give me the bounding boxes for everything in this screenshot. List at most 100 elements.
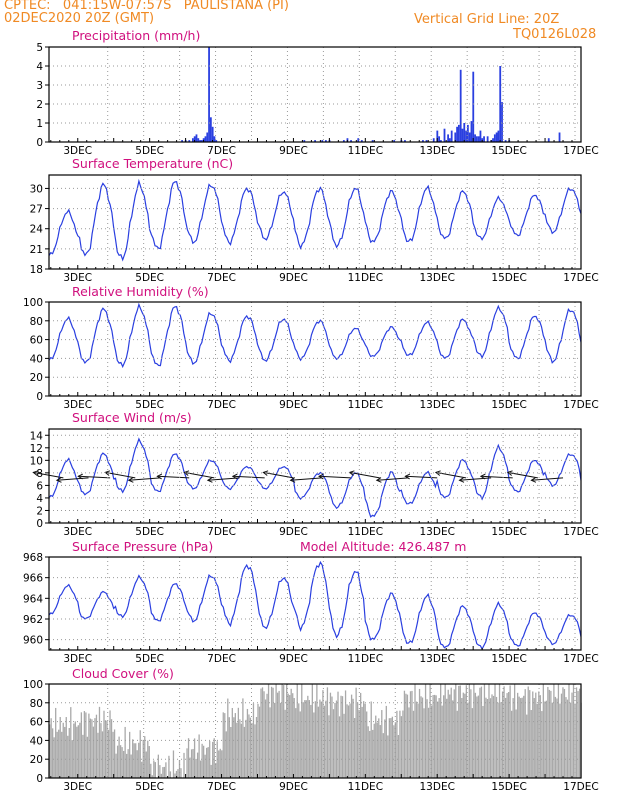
y-tick-label: 0: [36, 773, 43, 785]
cloud-bar: [153, 760, 155, 778]
cloud-bar: [85, 712, 87, 778]
precip-bar: [492, 138, 494, 142]
cloud-bar: [174, 773, 176, 778]
cloud-bar: [450, 687, 452, 778]
cloud-bar: [215, 763, 217, 778]
cloud-bar: [70, 707, 72, 778]
cloud-bar: [435, 695, 437, 778]
wind-arrow-head: [375, 477, 382, 483]
cloud-bar: [344, 690, 347, 778]
y-tick-label: 2: [36, 99, 43, 111]
precip-bar: [499, 66, 502, 142]
cloud-bar: [53, 737, 55, 778]
precip-bar: [422, 140, 424, 142]
cloud-bar: [492, 695, 495, 778]
cloud-bar: [456, 710, 458, 778]
cloud-bar: [399, 710, 401, 778]
x-tick-label: 11DEC: [348, 653, 383, 665]
precip-bar: [477, 136, 480, 142]
cloud-bar: [92, 726, 95, 778]
precip-bar: [479, 130, 482, 142]
cloud-bar: [477, 695, 480, 778]
precip-bar: [448, 138, 451, 142]
cloud-bar: [400, 716, 403, 778]
cloud-bar: [207, 747, 209, 778]
cloud-bar: [195, 758, 197, 778]
cloud-bar: [326, 687, 329, 778]
cloud-bar: [125, 753, 128, 778]
x-tick-label: 3DEC: [63, 272, 92, 284]
cloud-bar: [461, 698, 463, 778]
x-tick-label: 5DEC: [135, 526, 164, 538]
y-tick-label: 3: [36, 80, 43, 92]
cloud-bar: [278, 690, 280, 778]
precip-bar: [475, 136, 478, 142]
cloud-bar: [559, 703, 561, 778]
cloud-bar: [565, 697, 567, 778]
cloud-bar: [319, 699, 321, 778]
cloud-bar: [426, 699, 428, 778]
cloud-bar: [497, 702, 499, 778]
cloud-bar: [388, 718, 390, 778]
x-tick-label: 13DEC: [420, 399, 455, 411]
cloud-bar: [443, 695, 445, 778]
cloud-bar: [110, 719, 113, 778]
cloud-bar: [382, 733, 384, 778]
cloud-bar: [298, 703, 300, 778]
precip-bar: [472, 71, 475, 142]
precip-bar: [432, 138, 435, 142]
x-tick-label: 7DEC: [207, 653, 236, 665]
precip-bar: [204, 136, 207, 142]
precip-bar: [209, 117, 212, 142]
cloud-bar: [190, 749, 193, 778]
header-model: TQ0126L028: [513, 27, 597, 42]
cloud-bar: [476, 696, 478, 778]
cloud-bar: [121, 747, 123, 778]
cloud-bar: [230, 726, 232, 778]
cloud-bar: [106, 720, 108, 778]
precip-bar: [456, 126, 458, 142]
cloud-bar: [107, 729, 110, 778]
cloud-bar: [495, 696, 498, 778]
x-tick-label: 9DEC: [279, 653, 308, 665]
cloud-bar: [100, 723, 102, 778]
cloud-bar: [144, 736, 146, 778]
cloud-bar: [157, 754, 160, 778]
cloud-bar: [118, 736, 120, 778]
cloud-bar: [272, 687, 274, 778]
precip-bar: [191, 138, 194, 142]
precip-bar: [504, 140, 507, 142]
precip-bar: [558, 132, 561, 142]
y-tick-label: 100: [23, 297, 43, 309]
cloud-bar: [440, 684, 442, 778]
panel-3: [32, 428, 582, 524]
cloud-bar: [168, 755, 170, 778]
cloud-bar: [122, 750, 125, 778]
y-tick-label: 0: [36, 391, 43, 403]
temp-title: Surface Temperature (nC): [72, 156, 234, 171]
cloud-bar: [331, 696, 333, 778]
cloud-bar: [183, 752, 185, 778]
cloud-bar: [275, 684, 277, 778]
cloud-bar: [577, 691, 579, 778]
cloud-bar: [127, 749, 129, 778]
cloud-bar: [142, 739, 144, 778]
y-tick-label: 0: [36, 137, 43, 149]
cloud-bar: [124, 726, 126, 778]
x-tick-label: 7DEC: [207, 145, 236, 157]
precip-bar: [321, 140, 324, 142]
x-tick-label: 11DEC: [348, 272, 383, 284]
cloud-bar: [287, 693, 289, 778]
cloud-bar: [68, 727, 70, 778]
wind-arrow: [105, 471, 136, 479]
cloud-bar: [433, 694, 436, 778]
cloud-bar: [317, 706, 320, 778]
panel-frame: [48, 428, 582, 524]
precip-bar: [483, 136, 485, 142]
precip-bar: [470, 121, 473, 142]
x-tick-label: 15DEC: [491, 781, 526, 793]
wind-arrow: [376, 477, 409, 481]
cloud-bar: [521, 697, 523, 778]
cloud-bar: [299, 711, 301, 778]
